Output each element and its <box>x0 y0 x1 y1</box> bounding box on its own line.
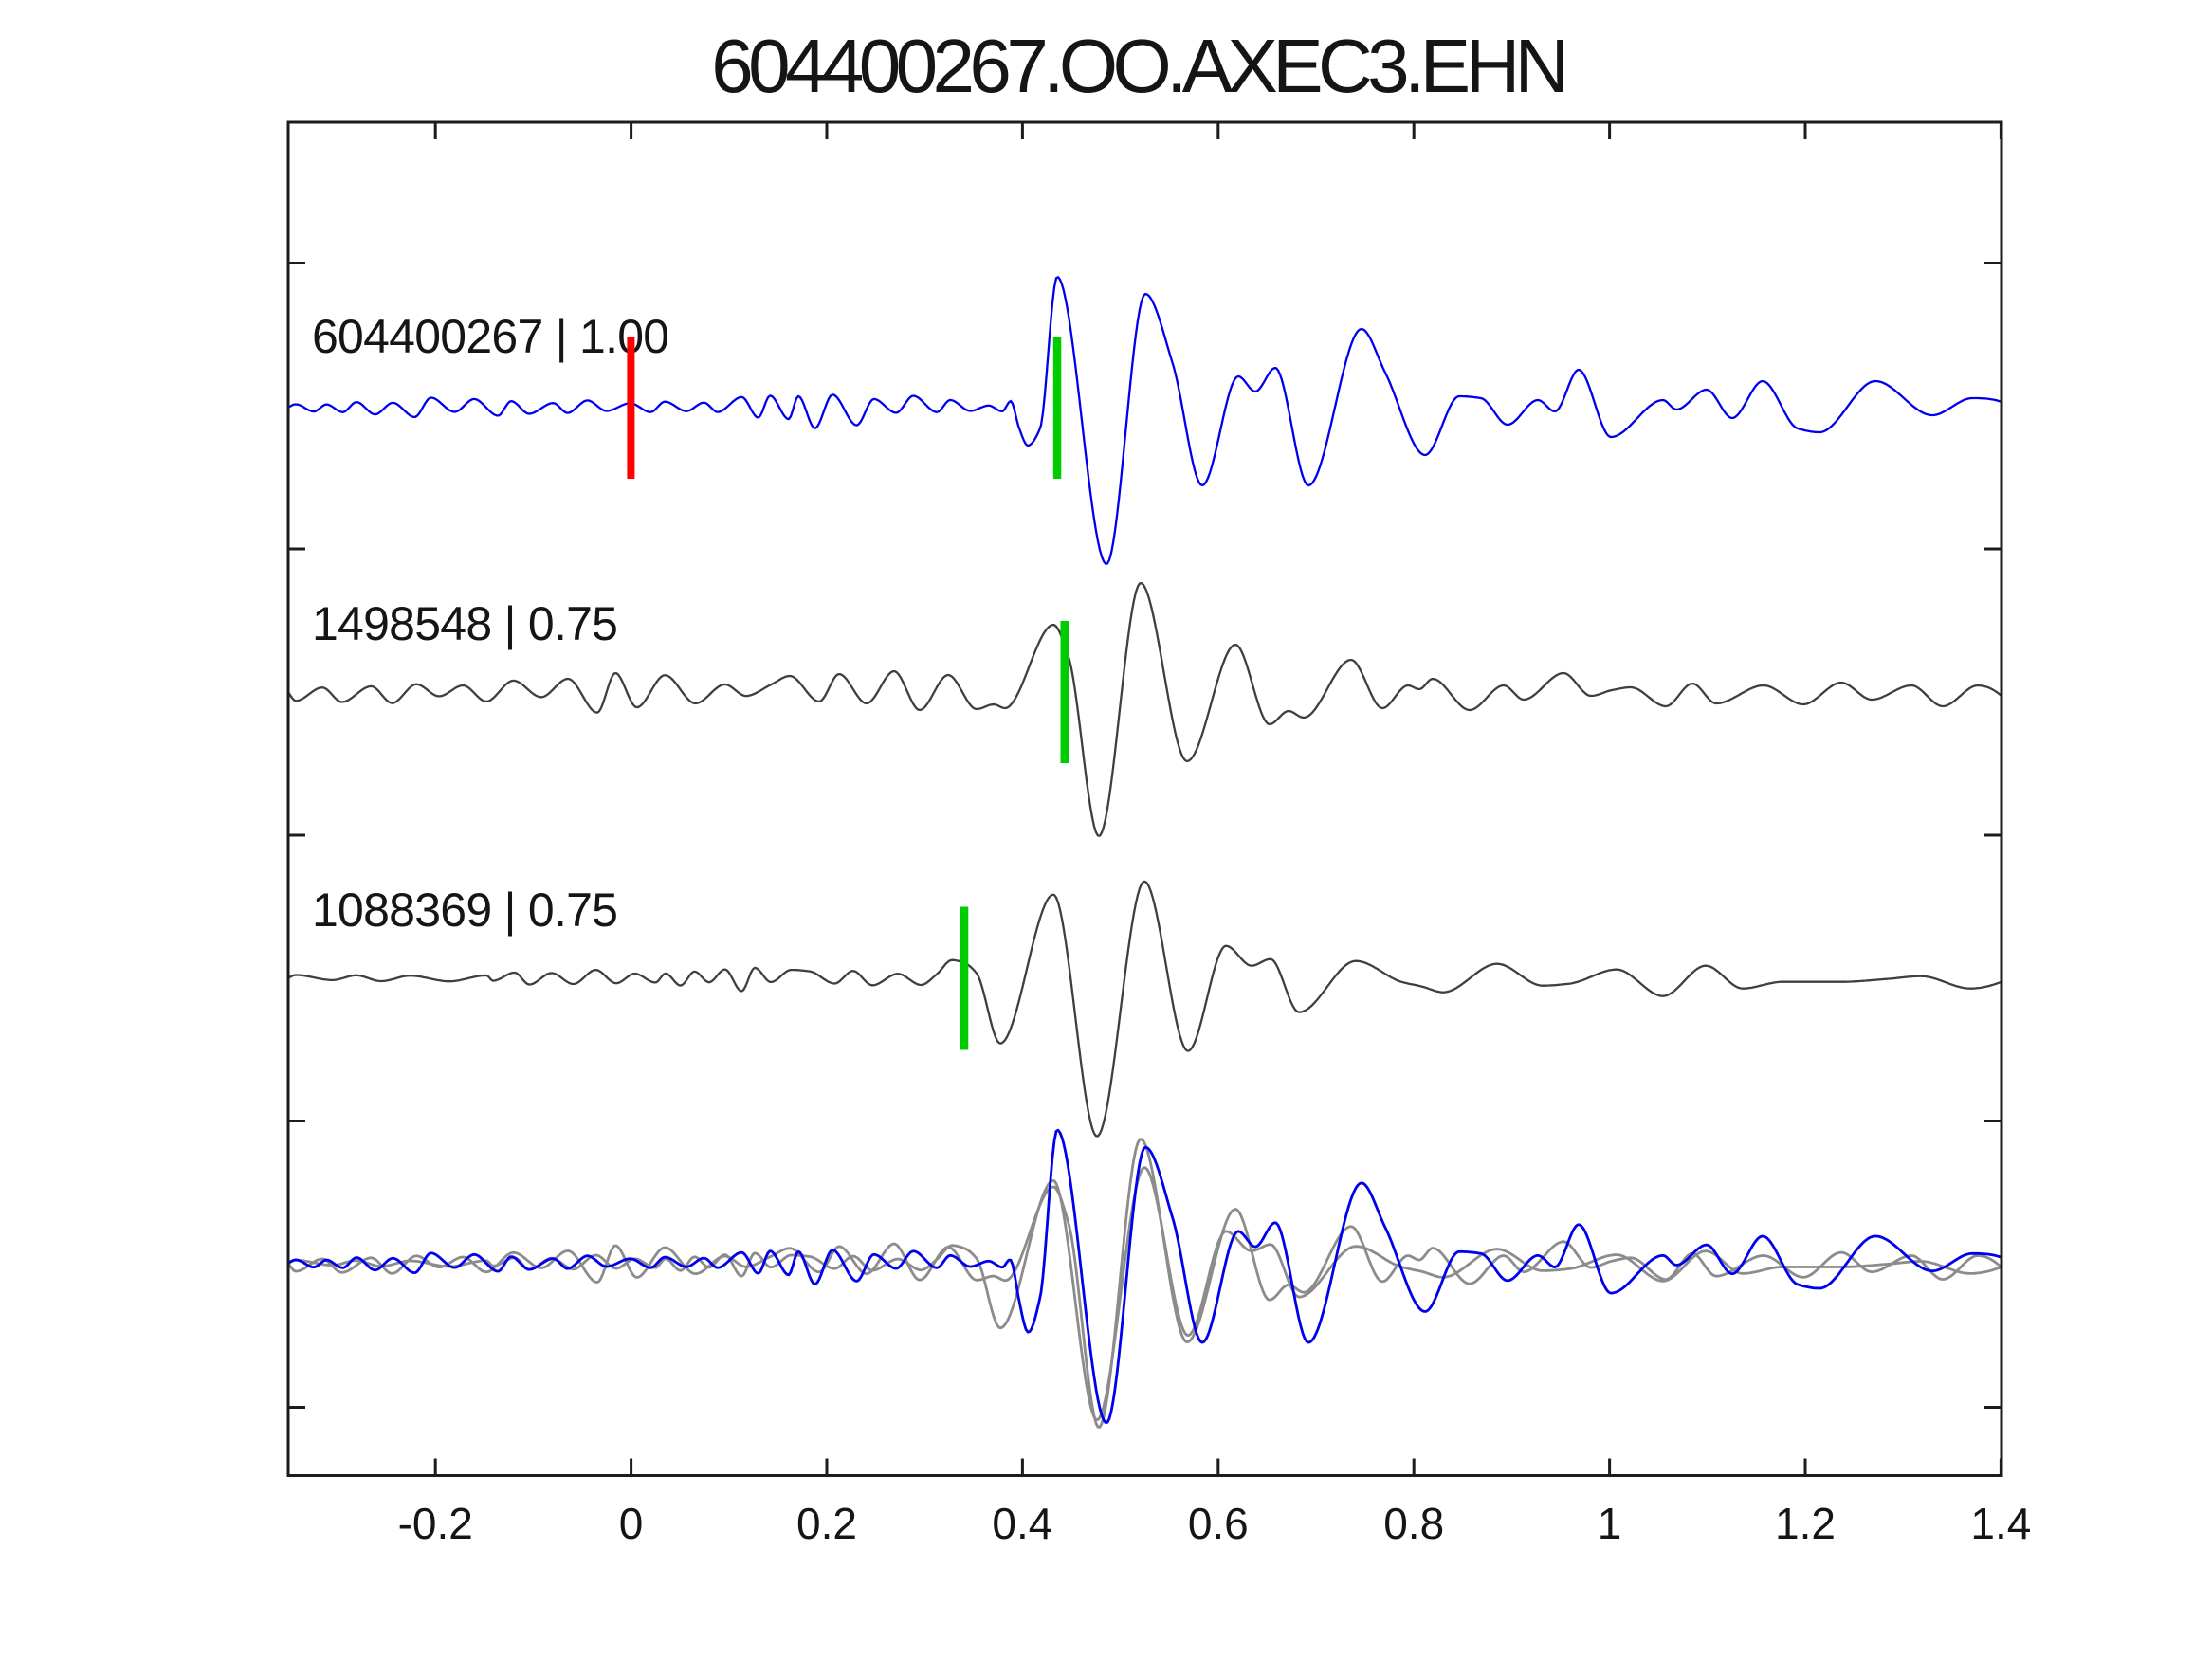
svg-text:1498548 | 0.75: 1498548 | 0.75 <box>312 597 617 650</box>
svg-text:0.8: 0.8 <box>1383 1499 1444 1548</box>
svg-text:-0.2: -0.2 <box>398 1499 473 1548</box>
svg-text:604400267.OO.AXEC3.EHN: 604400267.OO.AXEC3.EHN <box>711 24 1564 108</box>
svg-text:1.2: 1.2 <box>1775 1499 1836 1548</box>
svg-text:1.4: 1.4 <box>1970 1499 2031 1548</box>
svg-text:1088369 | 0.75: 1088369 | 0.75 <box>312 884 617 937</box>
svg-text:1: 1 <box>1598 1499 1622 1548</box>
svg-text:0.6: 0.6 <box>1188 1499 1249 1548</box>
svg-text:0.2: 0.2 <box>796 1499 857 1548</box>
svg-text:0.4: 0.4 <box>992 1499 1052 1548</box>
svg-text:0: 0 <box>619 1499 644 1548</box>
svg-text:604400267 | 1.00: 604400267 | 1.00 <box>312 310 668 363</box>
